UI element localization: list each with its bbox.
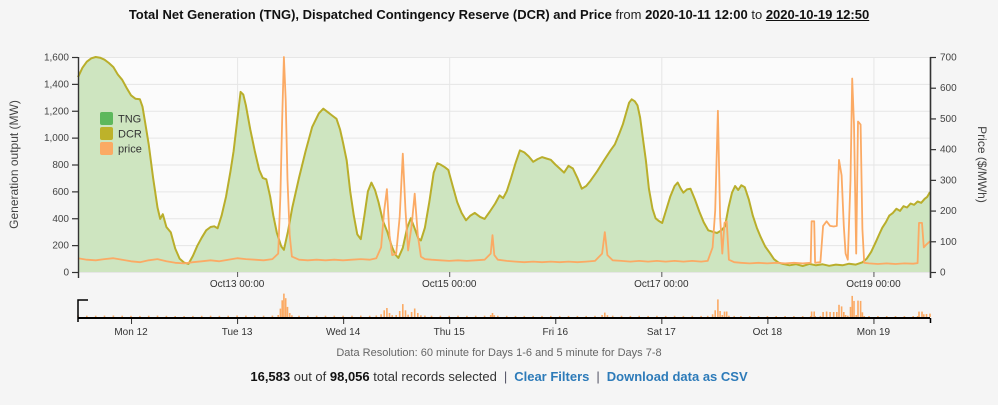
dcr-line-series (77, 56, 931, 267)
separator: | (596, 369, 600, 384)
y-left-tick-label: 1,400 (44, 79, 69, 90)
legend-swatch-tng (100, 112, 113, 125)
price-line-series (77, 56, 931, 265)
navigator-tick-label: Thu 15 (434, 327, 466, 338)
navigator[interactable]: Mon 12 Tue 13 Wed 14 Thu 15 Fri 16 Sat 17 Oct … (77, 293, 932, 338)
chart-title-end-datetime: 2020-10-19 12:50 (765, 7, 870, 22)
y-right-tick-label: 200 (940, 206, 957, 217)
x-tick-label: Oct17 00:00 (634, 279, 689, 290)
legend-item-tng[interactable]: TNG (100, 112, 141, 126)
y-right-tick-label: 500 (940, 114, 957, 125)
y-left-tick-label: 200 (52, 241, 69, 252)
y-left-tick-label: 1,000 (44, 133, 69, 144)
records-out-of: out of (290, 369, 330, 384)
chart-title-start-datetime: 2020-10-11 12:00 (645, 7, 748, 22)
y-right-tick-label: 600 (940, 83, 957, 94)
y-right-tick-label: 100 (940, 237, 957, 248)
y-left-tick-label: 400 (52, 214, 69, 225)
navigator-tick-label: Mon 12 (114, 327, 148, 338)
y-right-tick-label: 400 (940, 145, 957, 156)
data-resolution-note: Data Resolution: 60 minute for Days 1-6 … (336, 347, 662, 359)
x-tick-label: Oct15 00:00 (422, 279, 477, 290)
legend-swatch-dcr (100, 127, 113, 140)
navigator-left-handle[interactable] (77, 299, 88, 322)
y-left-tick-label: 600 (52, 187, 69, 198)
chart-title-from-word: from (615, 7, 642, 22)
legend-label: price (118, 144, 142, 156)
y-left-axis-title: Generation output (MW) (7, 100, 21, 229)
y-left-tick-label: 800 (52, 160, 69, 171)
y-axis-right: 0 100 200 300 400 500 600 700 Price ($/MWh) (929, 53, 989, 279)
y-right-tick-label: 0 (940, 268, 946, 279)
generation-price-chart: 0 200 400 600 800 1,000 1,200 1,400 1,600 Generat… (7, 53, 989, 339)
navigator-tick-label: Sat 17 (647, 327, 676, 338)
legend-swatch-price (100, 142, 113, 155)
legend-item-price[interactable]: price (100, 142, 142, 156)
x-tick-label: Oct19 00:00 (846, 279, 901, 290)
navigator-tick-label: Tue 13 (222, 327, 253, 338)
navigator-tick-label: Wed 14 (326, 327, 361, 338)
y-axis-left: 0 200 400 600 800 1,000 1,200 1,400 1,600 Generat… (7, 53, 80, 279)
navigator-tick-label: Fri 16 (542, 327, 568, 338)
navigator-tick-label: Oct 18 (753, 327, 783, 338)
download-csv-link[interactable]: Download data as CSV (606, 369, 748, 384)
navigator-tick-label: Mon 19 (857, 327, 891, 338)
y-right-tick-label: 300 (940, 175, 957, 186)
records-summary: 16,583 out of 98,056 total records selec… (0, 369, 998, 384)
clear-filters-link[interactable]: Clear Filters (514, 369, 590, 384)
x-axis-main: Oct13 00:00 Oct15 00:00 Oct17 00:00 Oct19 0… (210, 272, 901, 290)
y-left-tick-label: 0 (63, 268, 69, 279)
y-left-tick-label: 1,600 (44, 53, 69, 64)
y-right-axis-title: Price ($/MWh) (975, 126, 989, 203)
chart-title-to-word: to (751, 7, 763, 22)
navigator-price-bars (77, 293, 931, 318)
y-left-tick-label: 1,200 (44, 106, 69, 117)
chart-title: Total Net Generation (TNG), Dispatched C… (0, 7, 998, 22)
legend-label: TNG (118, 114, 141, 126)
records-selected-count: 16,583 (250, 369, 291, 384)
x-tick-label: Oct13 00:00 (210, 279, 265, 290)
chart-title-main: Total Net Generation (TNG), Dispatched C… (128, 7, 612, 22)
records-suffix: total records selected (369, 369, 497, 384)
legend: TNG DCR price (100, 112, 142, 156)
legend-item-dcr[interactable]: DCR (100, 127, 142, 141)
legend-label: DCR (118, 129, 142, 141)
y-right-tick-label: 700 (940, 53, 957, 64)
separator: | (503, 369, 508, 384)
records-total-count: 98,056 (329, 369, 370, 384)
